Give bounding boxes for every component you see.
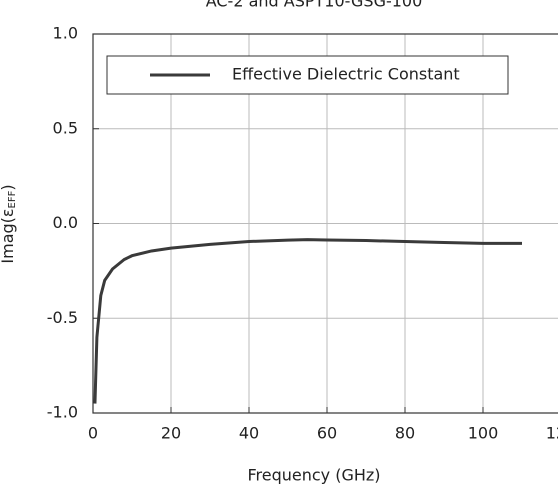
data-line	[93, 238, 522, 404]
y-tick-label: 0.5	[53, 118, 78, 137]
x-tick-label: 0	[88, 424, 98, 443]
x-tick-label: 60	[317, 424, 337, 443]
y-tick-label: -1.0	[47, 403, 78, 422]
legend-label: Effective Dielectric Constant	[232, 65, 460, 84]
y-title-close: )	[0, 184, 17, 190]
x-axis-title: Frequency (GHz)	[247, 466, 380, 485]
y-title-sub: EFF	[7, 190, 18, 208]
y-axis-title: Imag(εEFF)	[0, 184, 18, 263]
chart-title: AC-2 and ASPT10-GSG-100	[206, 0, 423, 11]
x-tick-label: 100	[468, 424, 499, 443]
x-tick-label: 20	[161, 424, 181, 443]
x-tick-label: 80	[395, 424, 415, 443]
plot-frame	[92, 33, 558, 414]
y-tick-label: 1.0	[53, 24, 78, 43]
y-title-main: Imag(ε	[0, 208, 17, 263]
y-tick-label: -0.5	[47, 308, 78, 327]
x-tick-label: 120	[546, 424, 558, 443]
y-tick-label: 0.0	[53, 213, 78, 232]
x-tick-label: 40	[239, 424, 259, 443]
